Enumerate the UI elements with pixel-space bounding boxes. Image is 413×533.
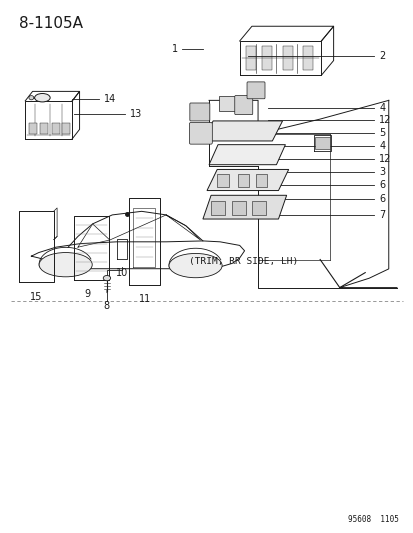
Text: 1: 1 <box>171 44 177 54</box>
Polygon shape <box>202 195 286 219</box>
Bar <box>261 46 272 70</box>
Text: 7: 7 <box>378 210 385 220</box>
Ellipse shape <box>29 95 34 100</box>
Bar <box>219 96 243 111</box>
Ellipse shape <box>39 253 92 277</box>
Bar <box>315 136 330 149</box>
FancyBboxPatch shape <box>189 123 212 144</box>
Ellipse shape <box>35 93 50 102</box>
Ellipse shape <box>169 254 222 278</box>
Text: 10: 10 <box>116 268 128 278</box>
Text: 2: 2 <box>378 51 385 61</box>
Bar <box>211 200 225 215</box>
Text: 14: 14 <box>103 94 116 104</box>
Text: 8-1105A: 8-1105A <box>19 16 83 31</box>
Bar <box>245 46 255 70</box>
Text: 12: 12 <box>378 116 391 125</box>
Bar <box>217 174 228 188</box>
Text: 13: 13 <box>130 109 142 118</box>
Text: 6: 6 <box>378 180 385 190</box>
Bar <box>255 174 267 188</box>
Ellipse shape <box>103 276 110 281</box>
FancyBboxPatch shape <box>234 95 252 115</box>
Text: 8: 8 <box>104 301 110 311</box>
Text: 4: 4 <box>378 103 385 114</box>
FancyBboxPatch shape <box>247 82 264 99</box>
Text: 6: 6 <box>378 194 385 204</box>
Text: 12: 12 <box>378 154 391 164</box>
Text: 3: 3 <box>378 166 385 176</box>
FancyBboxPatch shape <box>190 103 209 121</box>
Bar <box>252 200 266 215</box>
Text: 15: 15 <box>30 292 43 302</box>
Text: 95608  1105: 95608 1105 <box>347 515 398 524</box>
Text: 9: 9 <box>84 289 90 299</box>
Text: 4: 4 <box>378 141 385 151</box>
Bar <box>52 123 60 134</box>
Polygon shape <box>202 121 282 141</box>
Text: (TRIM, RR SIDE, LH): (TRIM, RR SIDE, LH) <box>188 257 297 266</box>
Text: 5: 5 <box>378 127 385 138</box>
Bar <box>29 123 38 134</box>
Bar <box>282 46 292 70</box>
Bar <box>62 123 70 134</box>
Text: 11: 11 <box>138 294 150 304</box>
Bar <box>302 46 313 70</box>
Bar <box>231 200 245 215</box>
Polygon shape <box>206 169 288 191</box>
Polygon shape <box>209 144 285 165</box>
Bar <box>40 123 47 134</box>
Bar <box>237 174 249 188</box>
